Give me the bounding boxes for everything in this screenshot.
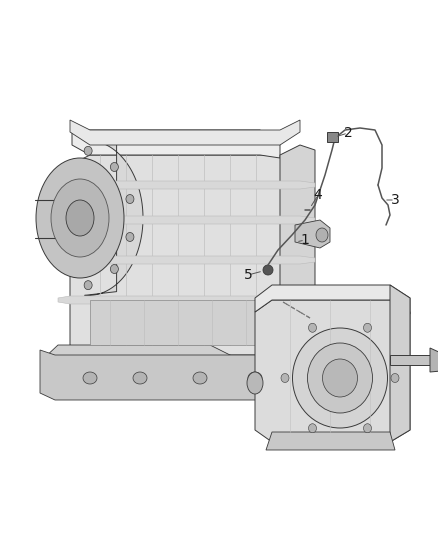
Polygon shape [58,256,315,264]
Ellipse shape [36,158,124,278]
Text: 3: 3 [391,193,399,207]
Ellipse shape [316,228,328,242]
Polygon shape [70,155,300,355]
Polygon shape [58,216,315,224]
Polygon shape [40,348,315,400]
Ellipse shape [126,195,134,204]
Ellipse shape [110,264,118,273]
Ellipse shape [364,424,371,433]
Polygon shape [58,296,315,304]
Polygon shape [390,285,410,442]
Ellipse shape [66,200,94,236]
Ellipse shape [322,359,357,397]
Ellipse shape [247,372,263,394]
Bar [327,132,338,142]
Polygon shape [430,348,438,372]
Ellipse shape [193,372,207,384]
Ellipse shape [110,163,118,172]
Ellipse shape [248,372,262,384]
Ellipse shape [51,179,109,257]
Polygon shape [58,181,315,189]
Ellipse shape [263,265,273,275]
Text: 2: 2 [344,126,353,140]
Polygon shape [72,130,280,158]
Ellipse shape [84,147,92,155]
Ellipse shape [84,281,92,289]
Polygon shape [255,300,410,442]
Polygon shape [85,141,143,295]
Ellipse shape [391,374,399,383]
Ellipse shape [281,374,289,383]
Polygon shape [90,300,280,345]
Ellipse shape [83,372,97,384]
Polygon shape [255,285,410,314]
Ellipse shape [308,324,317,332]
Text: 5: 5 [244,268,252,282]
Polygon shape [42,345,240,385]
Ellipse shape [364,324,371,332]
Polygon shape [295,220,330,248]
Text: 4: 4 [314,188,322,202]
Polygon shape [266,432,395,450]
Ellipse shape [133,372,147,384]
Text: 1: 1 [300,233,309,247]
Polygon shape [280,145,315,355]
Ellipse shape [308,424,317,433]
Ellipse shape [293,328,388,428]
Polygon shape [70,120,300,145]
Polygon shape [390,355,430,365]
Ellipse shape [126,232,134,241]
Ellipse shape [307,343,372,413]
